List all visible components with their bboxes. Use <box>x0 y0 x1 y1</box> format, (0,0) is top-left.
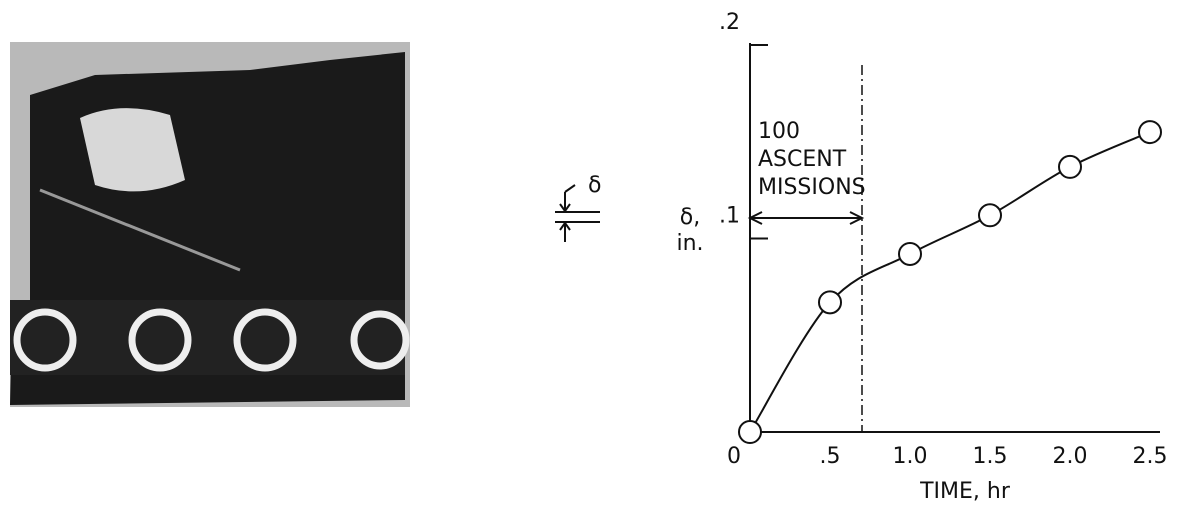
missions-arrow <box>750 212 862 224</box>
data-point <box>819 291 841 313</box>
annotation-text: ASCENT <box>758 147 847 172</box>
delta-arrows <box>560 185 575 242</box>
x-tick-label: 2.0 <box>1053 444 1088 469</box>
photo: δ <box>10 42 601 407</box>
window <box>80 108 185 191</box>
y-tick-label: .1 <box>719 204 740 229</box>
annotation-text: 100 <box>758 119 800 144</box>
delta-label: δ <box>588 173 601 198</box>
x-tick-label: 1.0 <box>893 444 928 469</box>
x-tick-label: 1.5 <box>973 444 1008 469</box>
figure: δ .1 .2 0 .5 1.0 1.5 2.0 2.5 TIME, hr δ,in. 100 ASC… <box>0 0 1198 505</box>
x-tick-label: 2.5 <box>1133 444 1168 469</box>
x-tick-label: 0 <box>727 444 741 469</box>
data-point <box>1139 121 1161 143</box>
y-axis-label: in. <box>676 231 703 256</box>
data-point <box>979 204 1001 226</box>
y-axis-label: δ, <box>680 205 700 230</box>
data-point <box>1059 156 1081 178</box>
x-axis-label: TIME, hr <box>919 479 1011 504</box>
x-tick-label: .5 <box>820 444 841 469</box>
data-point <box>739 421 761 443</box>
tube-row <box>10 300 405 375</box>
data-point <box>899 243 921 265</box>
annotation-text: MISSIONS <box>758 175 866 200</box>
y-tick-label: .2 <box>719 10 740 35</box>
